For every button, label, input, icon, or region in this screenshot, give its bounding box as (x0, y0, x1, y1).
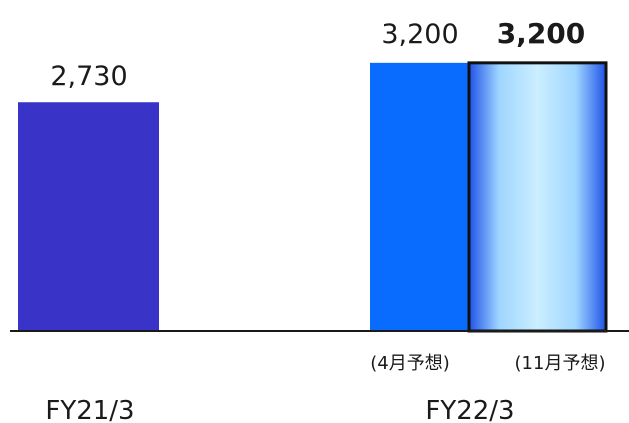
value-label-fy22-november: 3,200 (497, 17, 586, 50)
sublabel-april-forecast: (4月予想) (370, 353, 450, 374)
value-label-fy21: 2,730 (50, 61, 127, 92)
bar-fy22-april-forecast (370, 62, 469, 332)
category-label-fy22: FY22/3 (425, 396, 514, 423)
category-label-fy21: FY21/3 (45, 396, 134, 423)
bar-fy22-november-forecast (467, 61, 608, 333)
bar-fy21 (18, 102, 159, 331)
value-label-fy22-april: 3,200 (381, 19, 458, 50)
sublabel-november-forecast: (11月予想) (515, 353, 606, 374)
